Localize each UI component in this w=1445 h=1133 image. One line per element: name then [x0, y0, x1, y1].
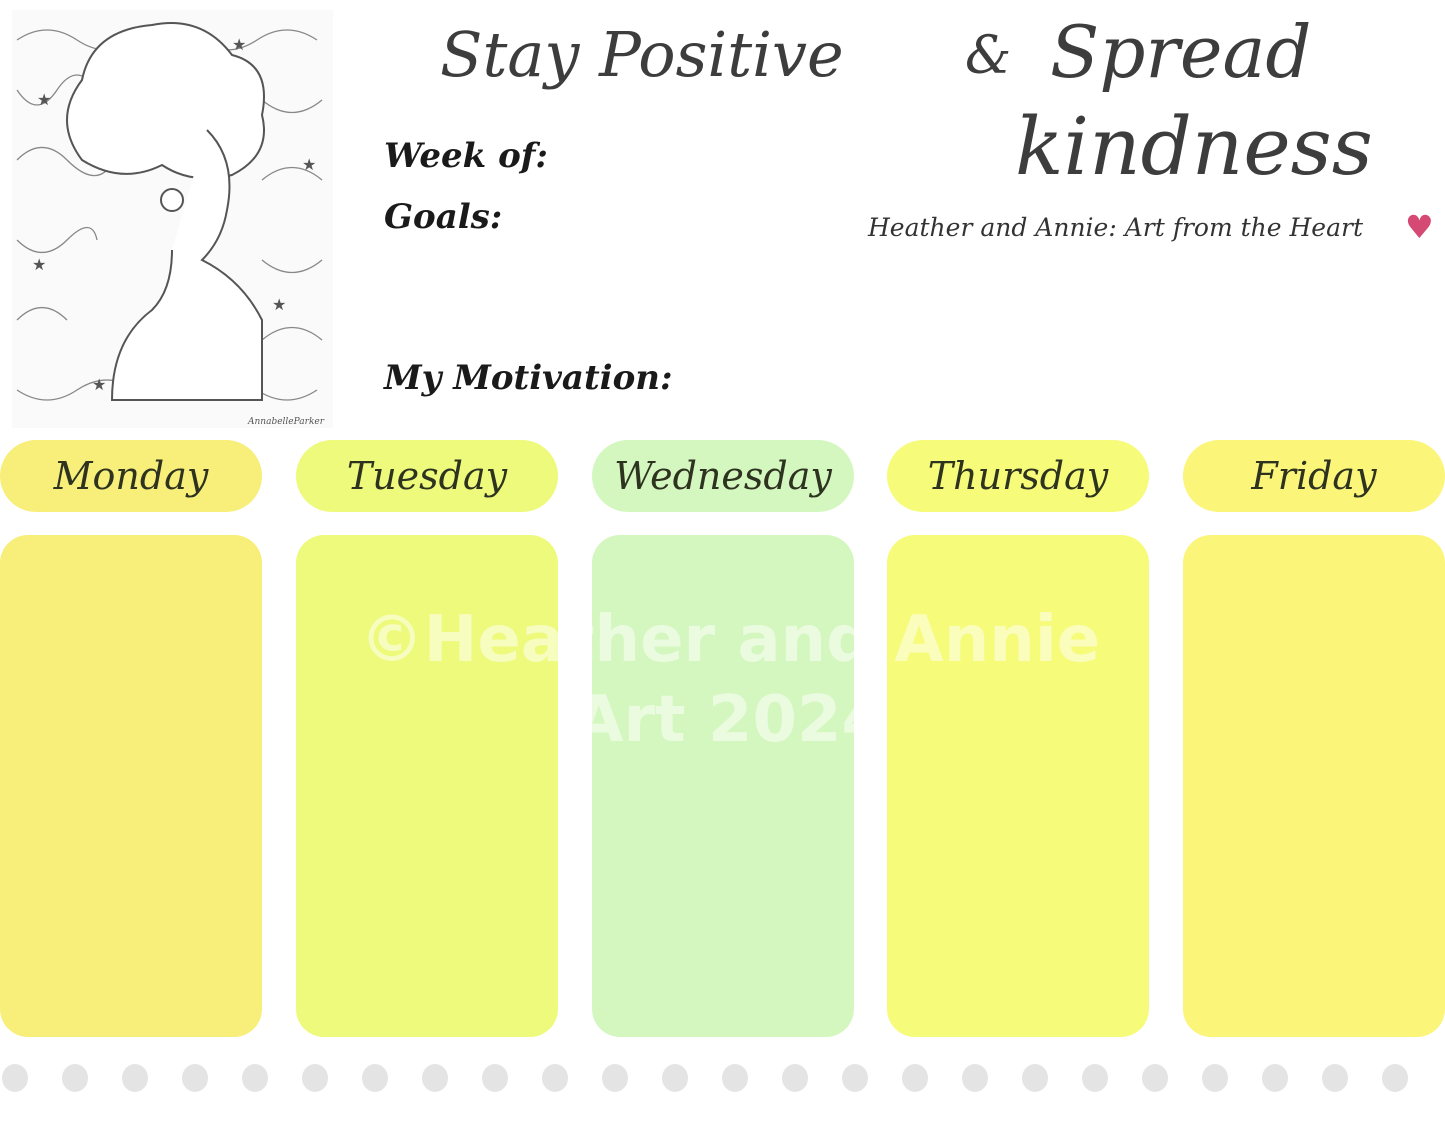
footer-dot	[62, 1064, 88, 1092]
day-header-tuesday: Tuesday	[296, 440, 558, 512]
footer-dot	[1202, 1064, 1228, 1092]
woman-portrait-illustration: ★ ★ ★ ★ ★ ★ AnnabelleParker	[12, 10, 333, 428]
footer-dot	[602, 1064, 628, 1092]
footer-dot	[842, 1064, 868, 1092]
svg-text:★: ★	[232, 35, 246, 54]
day-header-thursday: Thursday	[887, 440, 1149, 512]
artist-signature: AnnabelleParker	[247, 417, 325, 427]
heart-icon: ♥	[1405, 208, 1434, 246]
title-stay-positive: Stay Positive	[440, 18, 844, 91]
day-header-monday: Monday	[0, 440, 262, 512]
motivation-label: My Motivation:	[384, 358, 673, 398]
footer-dot	[1322, 1064, 1348, 1092]
footer-dot	[362, 1064, 388, 1092]
footer-dot	[482, 1064, 508, 1092]
footer-dot	[1142, 1064, 1168, 1092]
goals-label: Goals:	[384, 197, 503, 237]
day-box-tuesday[interactable]	[296, 535, 558, 1037]
day-box-thursday[interactable]	[887, 535, 1149, 1037]
footer-dot	[182, 1064, 208, 1092]
footer-dot	[242, 1064, 268, 1092]
footer-dot	[302, 1064, 328, 1092]
day-header-wednesday: Wednesday	[592, 440, 854, 512]
footer-dot	[902, 1064, 928, 1092]
footer-dot	[962, 1064, 988, 1092]
credit-text: Heather and Annie: Art from the Heart	[868, 213, 1364, 242]
svg-text:★: ★	[92, 375, 106, 394]
day-box-friday[interactable]	[1183, 535, 1445, 1037]
svg-text:★: ★	[272, 295, 286, 314]
footer-dot	[662, 1064, 688, 1092]
title-ampersand: &	[965, 26, 1012, 86]
footer-dot	[1082, 1064, 1108, 1092]
footer-dot	[1022, 1064, 1048, 1092]
footer-dot	[542, 1064, 568, 1092]
title-spread: Spread	[1050, 10, 1312, 94]
footer-dot	[122, 1064, 148, 1092]
svg-text:★: ★	[37, 90, 51, 109]
week-of-label: Week of:	[384, 136, 548, 176]
footer-dot	[1382, 1064, 1408, 1092]
footer-dot	[2, 1064, 28, 1092]
svg-text:★: ★	[302, 155, 316, 174]
day-header-friday: Friday	[1183, 440, 1445, 512]
day-box-monday[interactable]	[0, 535, 262, 1037]
footer-dot	[722, 1064, 748, 1092]
footer-dot	[782, 1064, 808, 1092]
title-kindness: kindness	[1015, 100, 1373, 193]
day-box-wednesday[interactable]	[592, 535, 854, 1037]
svg-text:★: ★	[32, 255, 46, 274]
footer-dot	[1262, 1064, 1288, 1092]
footer-dot	[422, 1064, 448, 1092]
